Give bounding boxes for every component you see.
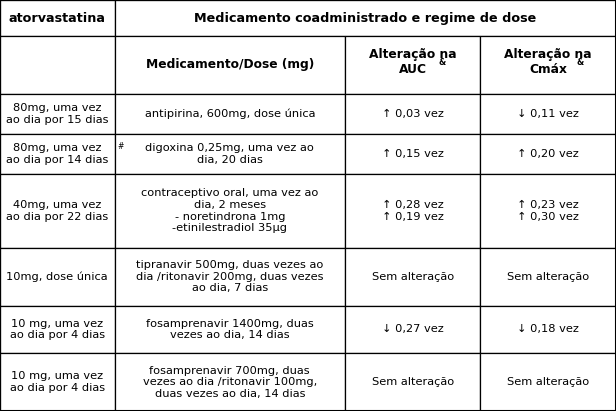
Bar (0, 94, 115, 134)
Bar (115, 174, 345, 248)
Text: atorvastatina: atorvastatina (9, 12, 106, 25)
Text: Sem alteração: Sem alteração (507, 377, 590, 387)
Bar (0, 353, 115, 411)
Text: ↑ 0,03 vez: ↑ 0,03 vez (382, 109, 444, 119)
Bar (0, 305, 115, 353)
Text: &: & (439, 58, 446, 67)
Text: fosamprenavir 700mg, duas
vezes ao dia /ritonavir 100mg,
duas vezes ao dia, 14 d: fosamprenavir 700mg, duas vezes ao dia /… (143, 366, 317, 399)
Text: Sem alteração: Sem alteração (507, 272, 590, 282)
Bar (0, 134, 115, 174)
Text: ↑ 0,15 vez: ↑ 0,15 vez (382, 149, 444, 159)
Bar (115, 305, 345, 353)
Bar (115, 94, 345, 134)
Bar (345, 36, 480, 94)
Bar (115, 36, 345, 94)
Bar (345, 134, 480, 174)
Text: digoxina 0,25mg, uma vez ao
dia, 20 dias: digoxina 0,25mg, uma vez ao dia, 20 dias (145, 143, 314, 164)
Text: antipirina, 600mg, dose única: antipirina, 600mg, dose única (145, 109, 315, 119)
Text: #: # (118, 142, 124, 151)
Bar (345, 94, 480, 134)
Bar (115, 248, 345, 305)
Text: 80mg, uma vez
ao dia por 14 dias: 80mg, uma vez ao dia por 14 dias (6, 143, 108, 164)
Bar (345, 248, 480, 305)
Bar (345, 353, 480, 411)
Text: Sem alteração: Sem alteração (371, 272, 454, 282)
Text: ↓ 0,18 vez: ↓ 0,18 vez (517, 324, 579, 335)
Text: ↑ 0,20 vez: ↑ 0,20 vez (517, 149, 579, 159)
Text: ↑ 0,23 vez
↑ 0,30 vez: ↑ 0,23 vez ↑ 0,30 vez (517, 200, 579, 222)
Bar (0, 248, 115, 305)
Text: 10 mg, uma vez
ao dia por 4 dias: 10 mg, uma vez ao dia por 4 dias (10, 372, 105, 393)
Bar (115, 353, 345, 411)
Text: Alteração na
Cmáx: Alteração na Cmáx (505, 48, 592, 76)
Text: contraceptivo oral, uma vez ao
dia, 2 meses
- noretindrona 1mg
-etinilestradiol : contraceptivo oral, uma vez ao dia, 2 me… (141, 189, 318, 233)
Text: Alteração na
AUC: Alteração na AUC (369, 48, 456, 76)
Bar (480, 174, 616, 248)
Text: Sem alteração: Sem alteração (371, 377, 454, 387)
Text: fosamprenavir 1400mg, duas
vezes ao dia, 14 dias: fosamprenavir 1400mg, duas vezes ao dia,… (146, 319, 314, 340)
Text: Medicamento coadministrado e regime de dose: Medicamento coadministrado e regime de d… (194, 12, 537, 25)
Text: tipranavir 500mg, duas vezes ao
dia /ritonavir 200mg, duas vezes
ao dia, 7 dias: tipranavir 500mg, duas vezes ao dia /rit… (136, 260, 323, 293)
Bar (480, 353, 616, 411)
Bar (480, 36, 616, 94)
Bar (0, 174, 115, 248)
Text: 40mg, uma vez
ao dia por 22 dias: 40mg, uma vez ao dia por 22 dias (6, 200, 108, 222)
Bar (480, 305, 616, 353)
Bar (345, 174, 480, 248)
Bar (480, 248, 616, 305)
Text: 10mg, dose única: 10mg, dose única (7, 272, 108, 282)
Bar (480, 94, 616, 134)
Bar (480, 134, 616, 174)
Text: 80mg, uma vez
ao dia por 15 dias: 80mg, uma vez ao dia por 15 dias (6, 103, 108, 125)
Text: 10 mg, uma vez
ao dia por 4 dias: 10 mg, uma vez ao dia por 4 dias (10, 319, 105, 340)
Bar (115, 134, 345, 174)
Bar (0, 36, 115, 94)
Bar (0, 0, 115, 36)
Text: ↓ 0,27 vez: ↓ 0,27 vez (382, 324, 444, 335)
Bar (345, 305, 480, 353)
Text: Medicamento/Dose (mg): Medicamento/Dose (mg) (145, 58, 314, 72)
Text: ↑ 0,28 vez
↑ 0,19 vez: ↑ 0,28 vez ↑ 0,19 vez (382, 200, 444, 222)
Text: ↓ 0,11 vez: ↓ 0,11 vez (517, 109, 579, 119)
Bar (115, 0, 616, 36)
Text: &: & (577, 58, 584, 67)
